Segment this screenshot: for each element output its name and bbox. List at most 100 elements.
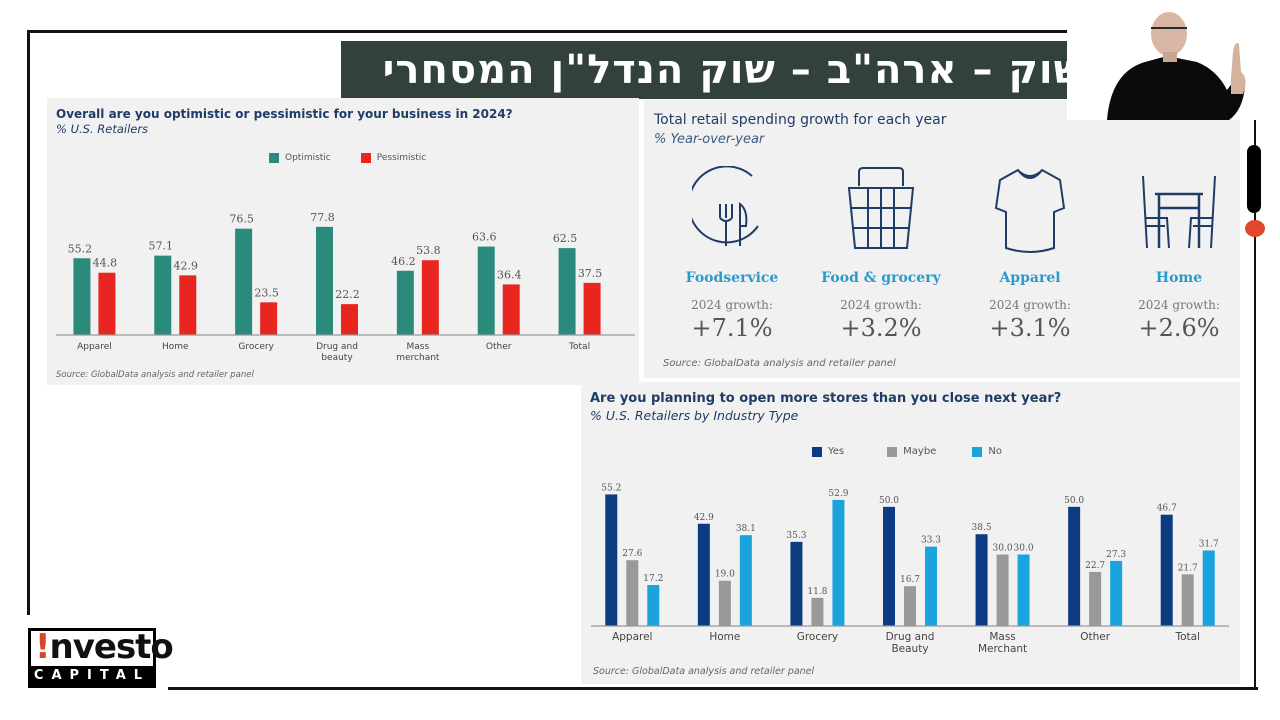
stores-chart-panel: Are you planning to open more stores tha…: [581, 382, 1240, 684]
bar-yes-home: [697, 523, 710, 626]
data-label: 19.0: [715, 570, 735, 580]
growth-name: Apparel: [999, 270, 1061, 286]
bar-optimistic-mass-merchant: [396, 270, 414, 335]
legend-swatch-optimistic: [269, 153, 279, 163]
growth-name: Home: [1155, 270, 1203, 286]
bar-pessimistic-apparel: [98, 272, 116, 335]
logo-top: !nvesto: [31, 627, 174, 667]
data-label: 23.5: [254, 286, 279, 299]
slide-frame-left: [27, 30, 30, 615]
bar-maybe-drug-and-beauty: [904, 586, 916, 626]
bar-optimistic-drug-and-beauty: [316, 226, 333, 335]
legend-label-pessimistic: Pessimistic: [376, 153, 427, 163]
data-label: 27.6: [622, 549, 642, 559]
category-tick-label: Home: [162, 342, 189, 352]
fork-knife-icon: [692, 166, 759, 246]
category-tick-label: Other: [1080, 631, 1110, 643]
tshirt-icon: [994, 168, 1066, 253]
data-label: 57.1: [149, 240, 174, 253]
category-tick-label: Grocery: [238, 342, 274, 352]
data-label: 55.2: [68, 242, 93, 255]
data-label: 63.6: [472, 231, 497, 244]
growth-value: +7.1%: [691, 314, 773, 342]
category-tick-label: Total: [568, 342, 590, 352]
bar-maybe-other: [1089, 571, 1102, 626]
growth-panel: Total retail spending growth for each ye…: [644, 100, 1240, 378]
bar-pessimistic-home: [179, 275, 197, 335]
outlook-chart-subtitle: % U.S. Retailers: [56, 122, 149, 136]
bar-maybe-mass-merchant: [996, 554, 1009, 626]
bar-pessimistic-mass-merchant: [421, 260, 439, 335]
bar-yes-other: [1068, 506, 1081, 626]
outlook-source: Source: GlobalData analysis and retailer…: [56, 370, 254, 380]
slide-frame-bottom: [168, 687, 1258, 690]
category-tick-label: Grocery: [797, 631, 838, 643]
data-label: 11.8: [807, 587, 827, 597]
category-tick-label: Apparel: [612, 631, 652, 643]
data-label: 27.3: [1106, 550, 1126, 560]
category-tick-label: Other: [486, 342, 512, 352]
logo-wordmark: !nvesto: [35, 627, 174, 667]
bar-pessimistic-total: [583, 282, 601, 335]
bar-yes-total: [1160, 514, 1173, 626]
data-label: 76.5: [229, 213, 254, 226]
data-label: 22.7: [1085, 561, 1105, 571]
data-label: 33.3: [921, 536, 941, 546]
growth-value: +3.2%: [840, 314, 922, 342]
growth-value: +2.6%: [1138, 314, 1220, 342]
legend-swatch-no: [972, 446, 983, 457]
category-tick-label: Mass: [989, 631, 1015, 643]
growth-item-home: Home 2024 growth: +2.6%: [1109, 166, 1249, 342]
legend-item-maybe: Maybe: [887, 446, 936, 457]
growth-label: 2024 growth:: [1138, 298, 1220, 312]
data-label: 16.7: [900, 575, 920, 585]
legend-label-yes: Yes: [828, 446, 845, 457]
stores-chart-title: Are you planning to open more stores tha…: [590, 391, 1062, 406]
video-scrubber-marker[interactable]: [1245, 220, 1265, 237]
category-tick-label: Home: [709, 631, 740, 643]
legend-item-optimistic: Optimistic: [269, 153, 331, 163]
bar-maybe-grocery: [811, 597, 824, 626]
data-label: 77.8: [310, 211, 335, 224]
data-label: 38.1: [736, 524, 756, 534]
legend-swatch-maybe: [887, 446, 898, 457]
bar-maybe-total: [1181, 574, 1194, 626]
data-label: 17.2: [643, 574, 663, 584]
growth-name: Foodservice: [685, 270, 779, 286]
bar-optimistic-total: [558, 248, 576, 335]
growth-item-foodservice: Foodservice 2024 growth: +7.1%: [662, 166, 802, 342]
bar-yes-grocery: [790, 541, 803, 626]
data-label: 42.9: [694, 513, 714, 523]
logo-word: nvesto: [49, 627, 174, 667]
slide-title-banner: שוק – ארה"ב – שוק הנדל"ן המסחרי: [341, 41, 1067, 99]
category-tick-label: Merchant: [978, 643, 1027, 655]
legend-swatch-pessimistic: [360, 153, 371, 163]
video-scrubber-handle[interactable]: [1247, 145, 1261, 213]
presenter-figure: [1107, 12, 1246, 120]
legend-label-no: No: [988, 446, 1002, 457]
outlook-chart-panel: Overall are you optimistic or pessimisti…: [47, 98, 639, 385]
data-label: 22.2: [335, 288, 360, 301]
category-tick-label: Drug and: [316, 342, 358, 352]
data-label: 53.8: [416, 244, 441, 257]
bar-optimistic-home: [154, 255, 172, 335]
stores-bar-chart: 55.2 27.6 17.2 Apparel 42.9 19.0 38.1 Home 35.3 1…: [591, 483, 1229, 655]
data-label: 35.3: [786, 531, 806, 541]
bar-optimistic-other: [477, 246, 495, 335]
growth-value: +3.1%: [989, 314, 1071, 342]
category-tick-label: Beauty: [891, 643, 928, 655]
category-tick-label: merchant: [396, 353, 440, 363]
legend-item-no: No: [972, 446, 1002, 457]
data-label: 42.9: [174, 259, 199, 272]
growth-label: 2024 growth:: [691, 298, 773, 312]
growth-source: Source: GlobalData analysis and retailer…: [663, 358, 896, 369]
slide-frame-top: [27, 30, 1072, 33]
bar-maybe-home: [718, 580, 731, 626]
bar-no-drug-and-beauty: [925, 546, 937, 626]
bar-optimistic-apparel: [73, 258, 91, 335]
growth-label: 2024 growth:: [840, 298, 922, 312]
data-label: 50.0: [879, 496, 899, 506]
data-label: 62.5: [553, 232, 578, 245]
legend-item-pessimistic: Pessimistic: [360, 153, 427, 163]
bar-no-other: [1110, 560, 1123, 626]
